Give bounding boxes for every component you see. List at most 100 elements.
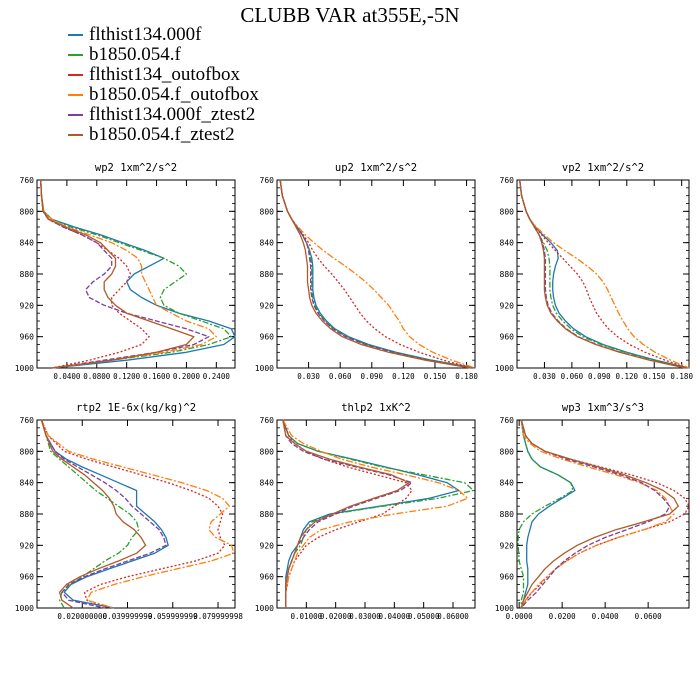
- panel-title: wp3 1xm^3/s^3: [562, 402, 644, 414]
- x-tick-label: 0.0400: [53, 372, 81, 381]
- series-line: [40, 419, 235, 609]
- y-tick-label: 960: [500, 333, 515, 342]
- y-tick-label: 800: [20, 447, 35, 456]
- series-line: [279, 179, 474, 369]
- legend-item: flthist134.000f_ztest2: [68, 104, 259, 125]
- y-tick-label: 760: [260, 176, 275, 185]
- x-tick-label: 0.090: [360, 372, 383, 381]
- chart-panel: up2 1xm^2/s^2 760 800 840 880 920 960 1000 0.030…: [255, 162, 479, 381]
- y-tick-label: 880: [500, 270, 515, 279]
- legend-label: flthist134_outofbox: [89, 64, 240, 85]
- y-tick-label: 920: [260, 301, 275, 310]
- panel-title: wp2 1xm^2/s^2: [95, 162, 177, 174]
- y-tick-label: 800: [260, 447, 275, 456]
- x-tick-label: 0.0000: [506, 612, 534, 621]
- x-tick-label: 0.01000: [291, 612, 323, 621]
- panel-title: thlp2 1xK^2: [341, 402, 411, 414]
- y-tick-label: 1000: [15, 604, 34, 613]
- x-tick-label: 0.0600: [635, 612, 663, 621]
- x-tick-label: 0.1600: [143, 372, 171, 381]
- series-line: [40, 419, 169, 609]
- series-line: [519, 179, 690, 369]
- x-tick-label: 0.1200: [113, 372, 141, 381]
- y-tick-label: 920: [20, 541, 35, 550]
- legend: flthist134.000f b1850.054.f flthist134_o…: [68, 24, 259, 145]
- y-tick-label: 800: [20, 207, 35, 216]
- series-line: [279, 179, 471, 369]
- legend-item: b1850.054.f_ztest2: [68, 124, 259, 145]
- series-line: [40, 179, 217, 369]
- y-tick-label: 920: [20, 301, 35, 310]
- x-tick-label: 0.120: [615, 372, 638, 381]
- y-tick-label: 840: [260, 479, 275, 488]
- series-line: [40, 419, 147, 609]
- x-tick-label: 0.120: [392, 372, 415, 381]
- series-line: [40, 179, 150, 369]
- y-tick-label: 1000: [255, 364, 274, 373]
- y-tick-label: 880: [500, 510, 515, 519]
- legend-item: b1850.054.f_outofbox: [68, 84, 259, 105]
- chart-panel: wp2 1xm^2/s^2 760 800 840 880 920 960 1000 0.040…: [15, 162, 236, 381]
- y-tick-label: 800: [260, 207, 275, 216]
- series-line: [520, 419, 576, 609]
- x-tick-label: 0.030: [533, 372, 556, 381]
- y-tick-label: 1000: [495, 364, 514, 373]
- plot-frame: [516, 179, 690, 369]
- y-tick-label: 800: [500, 207, 515, 216]
- y-tick-label: 920: [500, 301, 515, 310]
- x-tick-label: 0.04000: [379, 612, 411, 621]
- y-tick-label: 800: [500, 447, 515, 456]
- series-line: [40, 179, 210, 369]
- series-line: [519, 179, 688, 369]
- y-tick-label: 1000: [15, 364, 34, 373]
- x-tick-label: 0.060: [329, 372, 352, 381]
- chart-panel: wp3 1xm^3/s^3 760 800 840 880 920 960 10000.000…: [495, 402, 690, 621]
- legend-item: flthist134_outofbox: [68, 64, 259, 85]
- series-line: [519, 179, 686, 369]
- x-tick-label: 0.2000: [173, 372, 201, 381]
- x-tick-label: 0.079999998: [193, 612, 243, 621]
- y-tick-label: 760: [20, 416, 35, 425]
- legend-item: b1850.054.f: [68, 44, 259, 65]
- series-line: [40, 179, 232, 369]
- series-line: [279, 179, 476, 369]
- plot-frame: [36, 419, 236, 609]
- y-tick-label: 960: [260, 333, 275, 342]
- y-tick-label: 920: [500, 541, 515, 550]
- series-line: [519, 179, 688, 369]
- y-tick-label: 960: [20, 333, 35, 342]
- y-tick-label: 760: [500, 176, 515, 185]
- y-tick-label: 960: [500, 573, 515, 582]
- panel-title: rtp2 1E-6x(kg/kg)^2: [76, 402, 196, 414]
- series-line: [40, 179, 236, 369]
- chart-panel: rtp2 1E-6x(kg/kg)^2 760 800 840 880 920 960 100…: [15, 402, 244, 621]
- y-tick-label: 880: [260, 270, 275, 279]
- series-line: [279, 179, 472, 369]
- series-line: [279, 179, 476, 369]
- legend-item: flthist134.000f: [68, 24, 259, 45]
- x-tick-label: 0.0200: [549, 612, 577, 621]
- plot-frame: [36, 179, 236, 369]
- x-tick-label: 0.030: [297, 372, 320, 381]
- legend-swatch: [68, 54, 83, 56]
- x-tick-label: 0.06000: [437, 612, 469, 621]
- series-line: [40, 419, 140, 609]
- y-tick-label: 840: [20, 479, 35, 488]
- x-tick-label: 0.060: [561, 372, 584, 381]
- legend-label: flthist134.000f_ztest2: [89, 104, 256, 125]
- legend-swatch: [68, 74, 83, 76]
- panel-title: up2 1xm^2/s^2: [335, 162, 417, 174]
- series-line: [520, 419, 679, 609]
- y-tick-label: 840: [20, 239, 35, 248]
- series-line: [40, 179, 195, 369]
- y-tick-label: 840: [500, 239, 515, 248]
- page-title: CLUBB VAR at355E,-5N: [240, 3, 460, 27]
- legend-swatch: [68, 114, 83, 116]
- series-line: [282, 419, 469, 608]
- x-tick-label: 0.180: [455, 372, 478, 381]
- legend-swatch: [68, 134, 83, 136]
- chart-panel: vp2 1xm^2/s^2 760 800 840 880 920 960 1000 0.030…: [495, 162, 694, 381]
- legend-swatch: [68, 94, 83, 96]
- x-tick-label: 0.02000: [320, 612, 352, 621]
